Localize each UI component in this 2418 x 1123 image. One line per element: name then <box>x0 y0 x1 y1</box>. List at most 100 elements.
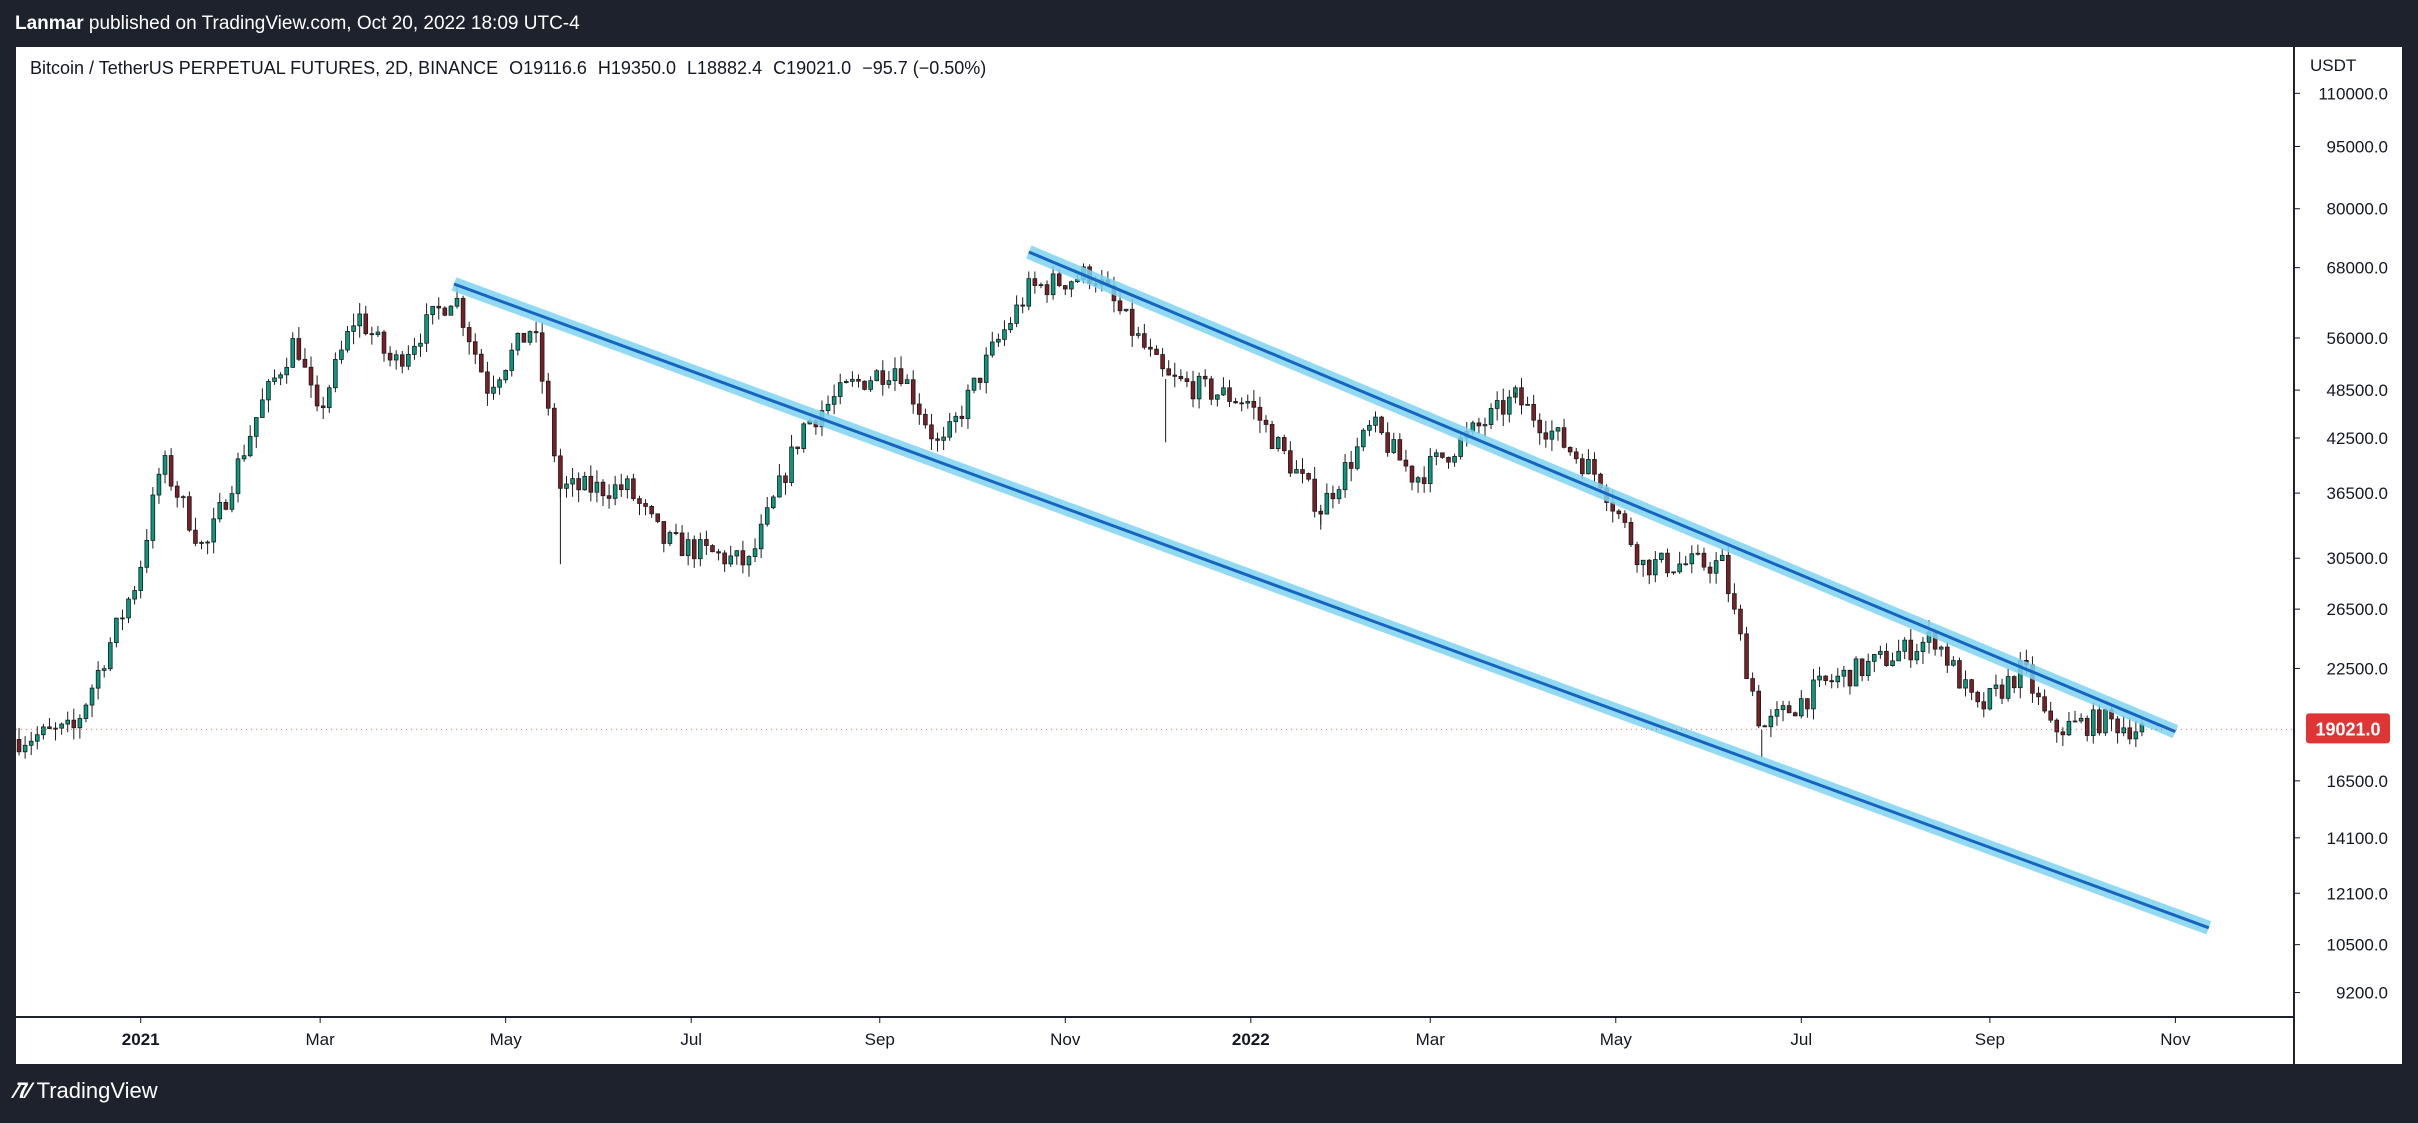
candle-up <box>77 718 83 729</box>
candle-up <box>850 378 855 382</box>
candle-down <box>1616 510 1622 515</box>
candle-up <box>509 349 515 371</box>
candle-up <box>126 598 131 619</box>
candle-down <box>1044 284 1050 296</box>
candle-up <box>1878 650 1883 655</box>
candle-up <box>1482 424 1488 427</box>
y-tick-label: 30500.0 <box>2327 549 2388 568</box>
candle-down <box>1446 456 1451 463</box>
candle-up <box>1853 658 1859 687</box>
candle-up <box>892 368 898 382</box>
candle-up <box>1275 437 1281 450</box>
candle-up <box>430 305 435 316</box>
candle-down <box>910 379 916 405</box>
candle-down <box>1257 406 1263 421</box>
candle-up <box>272 377 277 382</box>
candle-up <box>205 541 210 544</box>
candle-down <box>740 550 746 566</box>
candle-up <box>1713 560 1719 574</box>
upper-channel-line[interactable] <box>1028 250 2176 734</box>
candle-up <box>1507 396 1512 415</box>
candle-up <box>1653 559 1658 576</box>
candle-down <box>1908 639 1914 661</box>
candle-up <box>1768 715 1774 728</box>
candle-down <box>1750 678 1755 692</box>
candle-down <box>1628 522 1634 546</box>
candle-down <box>1184 378 1190 382</box>
candle-down <box>1330 492 1336 500</box>
candle-down <box>643 503 648 507</box>
candle-up <box>278 374 283 379</box>
symbol-title[interactable]: Bitcoin / TetherUS PERPETUAL FUTURES, 2D… <box>30 58 499 78</box>
candle-up <box>393 354 399 361</box>
x-tick-label: Nov <box>1050 1030 1081 1049</box>
candle-up <box>448 305 454 316</box>
candle-down <box>302 358 308 368</box>
candle-up <box>1719 554 1725 562</box>
low-value: L18882.4 <box>687 58 763 78</box>
candle-up <box>454 297 460 307</box>
candle-down <box>1756 690 1762 727</box>
candle-up <box>199 541 204 544</box>
candle-up <box>424 314 429 344</box>
tradingview-logo[interactable]: ⁄7⁄ TradingView <box>15 1078 158 1104</box>
x-tick-label: Sep <box>1975 1030 2005 1049</box>
candle-down <box>637 498 642 504</box>
candle-down <box>1707 566 1713 574</box>
candle-up <box>789 446 794 483</box>
candle-down <box>296 338 302 360</box>
candle-up <box>996 338 1001 343</box>
candle-down <box>1288 450 1293 474</box>
candle-down <box>442 307 448 316</box>
candle-down <box>1744 633 1749 679</box>
candle-up <box>120 617 125 620</box>
candle-up <box>752 548 758 557</box>
candle-down <box>959 415 965 419</box>
y-tick-label: 16500.0 <box>2327 772 2388 791</box>
candle-up <box>728 555 734 565</box>
candle-down <box>47 726 52 729</box>
candle-down <box>1762 725 1768 728</box>
candle-down <box>1476 422 1482 427</box>
candle-up <box>594 481 600 493</box>
x-tick-label: May <box>490 1030 523 1049</box>
candle-down <box>1227 387 1232 402</box>
candle-up <box>1427 456 1433 484</box>
candle-up <box>1951 660 1956 666</box>
candle-down <box>2036 692 2041 698</box>
candle-up <box>235 458 241 495</box>
candle-down <box>1592 459 1597 475</box>
candle-down <box>2060 731 2066 736</box>
author-name[interactable]: Lanmar <box>15 13 84 34</box>
lower-channel-line[interactable] <box>453 282 2210 930</box>
candle-up <box>89 687 95 706</box>
candle-down <box>1975 691 1980 703</box>
published-header: Lanmar published on TradingView.com, Oct… <box>0 0 2418 48</box>
x-tick-label: Jul <box>680 1030 702 1049</box>
candle-up <box>868 380 873 390</box>
candle-down <box>1999 684 2005 699</box>
candle-down <box>1622 513 1628 523</box>
candle-up <box>162 455 168 475</box>
candle-up <box>1938 646 1944 650</box>
candle-up <box>837 382 843 397</box>
candle-up <box>1002 329 1007 340</box>
candle-up <box>612 484 618 499</box>
candle-up <box>1799 698 1804 717</box>
candle-up <box>35 734 40 742</box>
chart-pane[interactable]: USDT 110000.0 95000.0 80000.0 68000.0 56000.0… <box>16 47 2402 1064</box>
candle-up <box>874 370 879 382</box>
candle-up <box>1993 684 1999 689</box>
candle-up <box>1683 563 1689 566</box>
candle-up <box>1695 552 1701 555</box>
candle-down <box>308 366 314 386</box>
candle-up <box>1014 304 1019 324</box>
candle-down <box>485 371 490 394</box>
published-caption: Lanmar published on TradingView.com, Oct… <box>15 13 580 35</box>
candle-up <box>1415 477 1421 483</box>
candle-up <box>527 331 533 343</box>
candlestick-chart[interactable]: USDT 110000.0 95000.0 80000.0 68000.0 56000.0… <box>16 47 2402 1064</box>
candle-down <box>1239 402 1244 405</box>
candle-up <box>260 399 265 418</box>
candle-up <box>1914 651 1920 661</box>
